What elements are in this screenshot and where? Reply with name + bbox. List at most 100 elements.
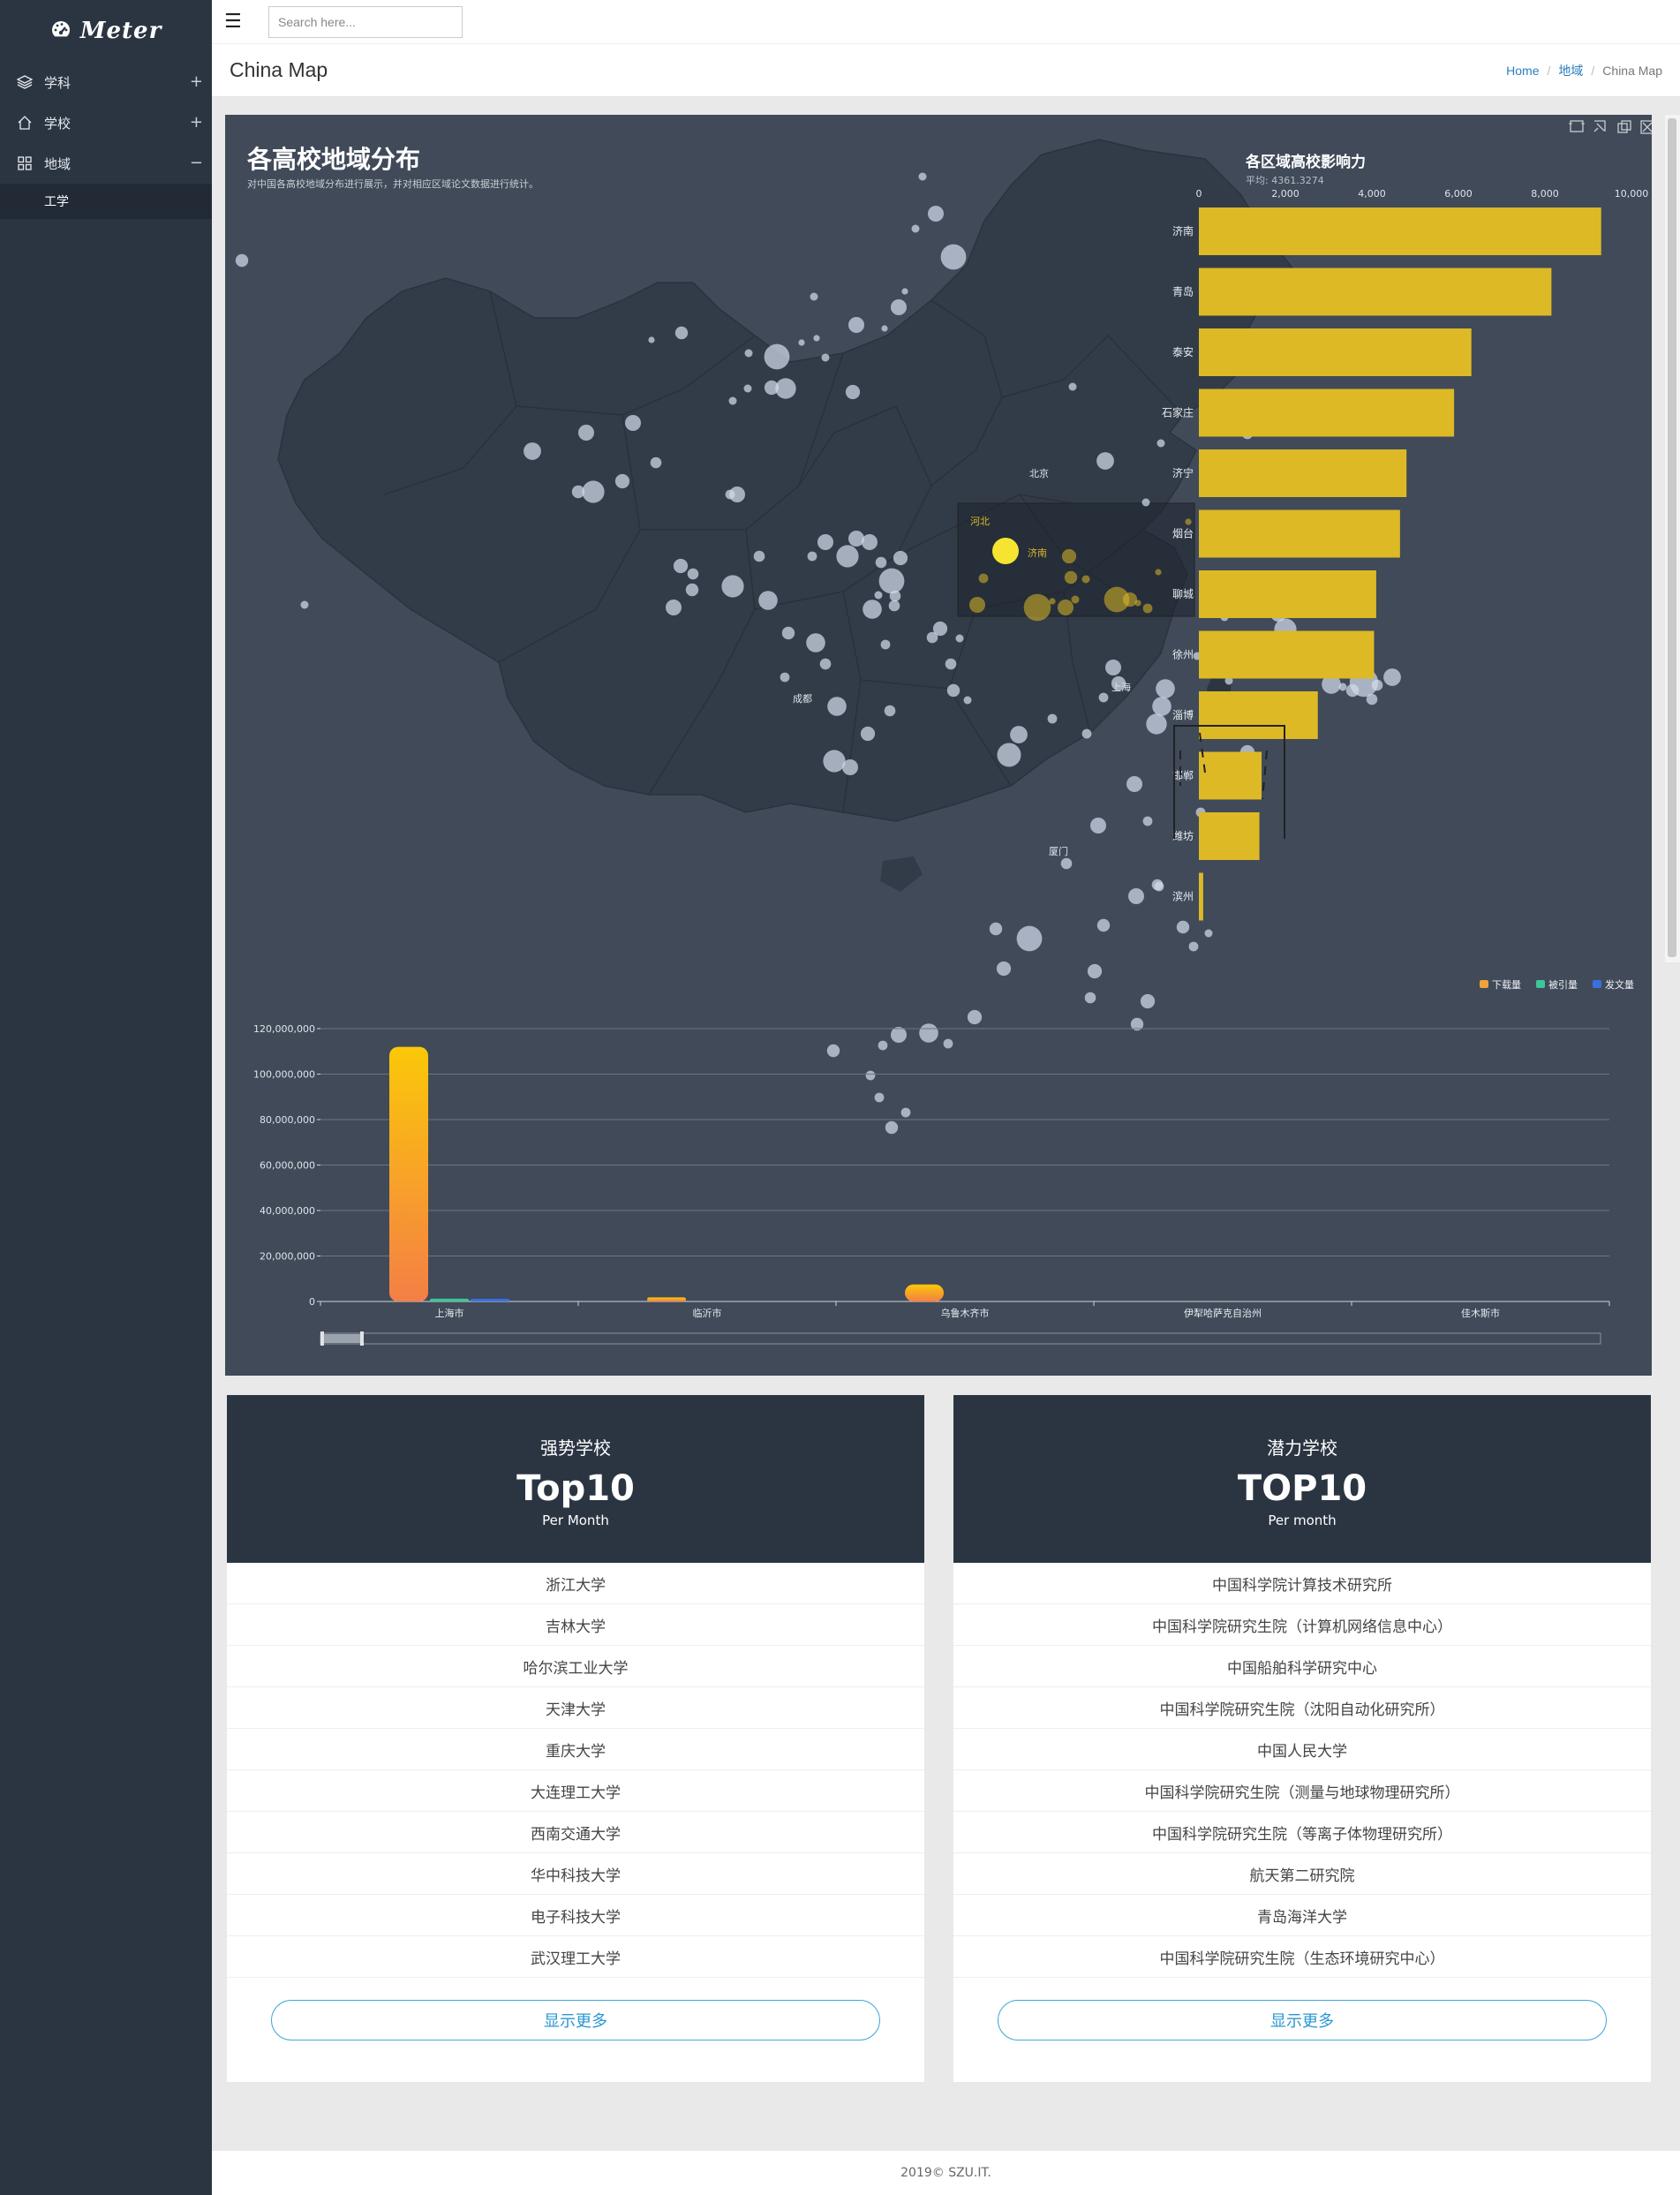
scatter-point[interactable] bbox=[865, 1070, 876, 1081]
scatter-point[interactable] bbox=[881, 325, 888, 332]
scatter-point[interactable] bbox=[813, 335, 820, 342]
scatter-point[interactable] bbox=[1096, 452, 1114, 470]
list-item[interactable]: 浙江大学 bbox=[227, 1563, 924, 1604]
data-zoom-handle-right[interactable] bbox=[360, 1331, 364, 1346]
list-item[interactable]: 中国科学院计算技术研究所 bbox=[953, 1563, 1651, 1604]
scatter-point[interactable] bbox=[874, 1092, 885, 1103]
scatter-point[interactable] bbox=[888, 600, 900, 612]
scatter-point[interactable] bbox=[842, 759, 858, 775]
scatter-point[interactable] bbox=[578, 425, 594, 441]
scatter-point[interactable] bbox=[926, 631, 938, 644]
list-item[interactable]: 大连理工大学 bbox=[227, 1770, 924, 1812]
list-item[interactable]: 吉林大学 bbox=[227, 1604, 924, 1646]
vbar-bar[interactable] bbox=[389, 1046, 428, 1301]
vbar-bar[interactable] bbox=[430, 1298, 469, 1301]
list-item[interactable]: 中国科学院研究生院（测量与地球物理研究所） bbox=[953, 1770, 1651, 1812]
scatter-point[interactable] bbox=[1134, 600, 1141, 607]
data-zoom-handle-left[interactable] bbox=[320, 1331, 324, 1346]
list-item[interactable]: 中国科学院研究生院（生态环境研究中心） bbox=[953, 1936, 1651, 1978]
scatter-point[interactable] bbox=[673, 558, 689, 574]
list-item[interactable]: 中国科学院研究生院（等离子体物理研究所） bbox=[953, 1812, 1651, 1853]
scatter-point[interactable] bbox=[848, 531, 864, 547]
sidebar-item-subject[interactable]: 学科 + bbox=[0, 62, 212, 102]
scatter-point[interactable] bbox=[836, 545, 859, 568]
hbar-bar[interactable] bbox=[1199, 207, 1601, 255]
scatter-point[interactable] bbox=[1142, 816, 1153, 826]
scatter-point[interactable] bbox=[875, 556, 887, 569]
scatter-point[interactable] bbox=[806, 633, 825, 652]
scatter-point[interactable] bbox=[940, 244, 967, 270]
scatter-point[interactable] bbox=[1126, 776, 1142, 792]
scatter-point[interactable] bbox=[721, 575, 744, 598]
sidebar-item-region[interactable]: 地域 − bbox=[0, 143, 212, 184]
scatter-point[interactable] bbox=[918, 172, 927, 181]
data-zoom-window[interactable] bbox=[322, 1334, 362, 1343]
legend-label[interactable]: 下载量 bbox=[1492, 979, 1521, 991]
scatter-point[interactable] bbox=[928, 206, 944, 222]
scatter-point[interactable] bbox=[810, 292, 818, 301]
scatter-point[interactable] bbox=[1122, 592, 1138, 607]
scatter-point[interactable] bbox=[874, 591, 883, 600]
scatter-point[interactable] bbox=[1061, 548, 1077, 564]
scatter-point[interactable] bbox=[863, 600, 882, 619]
legend-label[interactable]: 发文量 bbox=[1605, 978, 1634, 991]
collapse-minus-icon[interactable]: − bbox=[189, 154, 203, 172]
scatter-point[interactable] bbox=[943, 1038, 953, 1049]
expand-plus-icon[interactable]: + bbox=[189, 113, 203, 132]
scatter-point[interactable] bbox=[1141, 498, 1150, 507]
legend-swatch[interactable] bbox=[1536, 980, 1545, 988]
scatter-point[interactable] bbox=[1111, 675, 1126, 691]
scatter-point[interactable] bbox=[1010, 726, 1028, 743]
vbar-bar[interactable] bbox=[647, 1297, 686, 1301]
chart-scrollbar[interactable] bbox=[1665, 115, 1680, 962]
vbar-bar[interactable] bbox=[471, 1299, 509, 1301]
scatter-point[interactable] bbox=[1142, 603, 1153, 614]
scatter-point[interactable] bbox=[1098, 692, 1109, 703]
scatter-point[interactable] bbox=[758, 591, 778, 610]
scatter-point[interactable] bbox=[848, 317, 864, 333]
scatter-point[interactable] bbox=[1047, 713, 1058, 724]
scatter-point[interactable] bbox=[821, 353, 830, 362]
scatter-point[interactable] bbox=[1064, 570, 1078, 585]
scatter-point[interactable] bbox=[823, 750, 846, 773]
scatter-point[interactable] bbox=[827, 697, 847, 716]
scatter-point[interactable] bbox=[614, 473, 630, 489]
scatter-point[interactable] bbox=[891, 299, 907, 315]
scatter-point[interactable] bbox=[860, 726, 876, 742]
scatter-point[interactable] bbox=[1016, 925, 1043, 952]
scatter-point[interactable] bbox=[1096, 918, 1111, 932]
list-item[interactable]: 华中科技大学 bbox=[227, 1853, 924, 1895]
scatter-point[interactable] bbox=[235, 253, 249, 268]
scatter-point[interactable] bbox=[300, 600, 309, 609]
scrollbar-thumb[interactable] bbox=[1668, 118, 1676, 957]
scatter-point[interactable] bbox=[996, 961, 1012, 977]
scatter-point[interactable] bbox=[1322, 675, 1341, 694]
show-more-button[interactable]: 显示更多 bbox=[998, 2000, 1607, 2040]
scatter-point[interactable] bbox=[1204, 929, 1213, 938]
scatter-point[interactable] bbox=[969, 597, 985, 613]
scatter-point[interactable] bbox=[1023, 593, 1051, 622]
hbar-bar[interactable] bbox=[1199, 268, 1552, 316]
list-item[interactable]: 中国科学院研究生院（沈阳自动化研究所） bbox=[953, 1687, 1651, 1729]
hbar-bar[interactable] bbox=[1199, 449, 1407, 497]
restore-icon[interactable] bbox=[1617, 120, 1631, 133]
scatter-point[interactable] bbox=[817, 534, 833, 550]
scatter-point[interactable] bbox=[764, 380, 780, 396]
scatter-point[interactable] bbox=[764, 343, 790, 370]
legend-label[interactable]: 被引量 bbox=[1548, 978, 1578, 991]
scatter-point[interactable] bbox=[880, 639, 891, 650]
scatter-point[interactable] bbox=[685, 583, 699, 597]
scatter-point[interactable] bbox=[884, 705, 896, 717]
scatter-point[interactable] bbox=[885, 1120, 899, 1135]
scatter-point[interactable] bbox=[753, 550, 765, 562]
hbar-bar[interactable] bbox=[1199, 328, 1472, 376]
scatter-point[interactable] bbox=[1338, 683, 1347, 691]
data-zoom-slider[interactable] bbox=[320, 1331, 1601, 1346]
scatter-point[interactable] bbox=[1087, 963, 1103, 979]
scatter-point[interactable] bbox=[900, 1107, 911, 1118]
scatter-point-highlight[interactable] bbox=[992, 538, 1019, 564]
scatter-point[interactable] bbox=[893, 550, 908, 566]
scatter-point[interactable] bbox=[1366, 693, 1378, 705]
menu-hamburger-icon[interactable]: ☰ bbox=[224, 11, 242, 33]
